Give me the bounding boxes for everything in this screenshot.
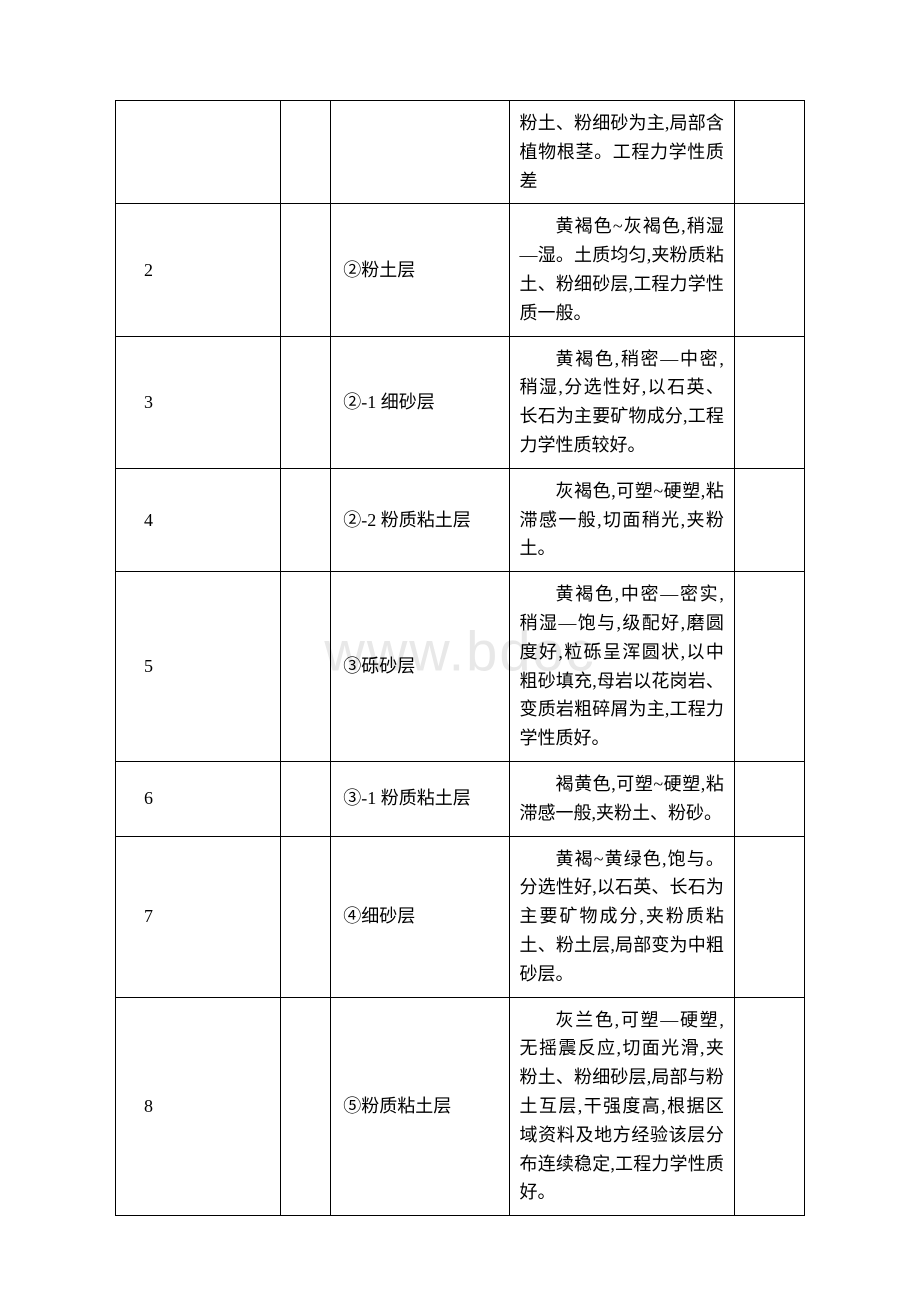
cell-seq: 4 bbox=[116, 468, 281, 571]
table-body: 粉土、粉细砂为主,局部含植物根茎。工程力学性质差 2 ②粉土层 黄褐色~灰褐色,… bbox=[116, 101, 805, 1216]
cell-layer: ④细砂层 bbox=[331, 836, 509, 997]
soil-layer-table: 粉土、粉细砂为主,局部含植物根茎。工程力学性质差 2 ②粉土层 黄褐色~灰褐色,… bbox=[115, 100, 805, 1216]
table-row: 2 ②粉土层 黄褐色~灰褐色,稍湿—湿。土质均匀,夹粉质粘土、粉细砂层,工程力学… bbox=[116, 204, 805, 336]
cell-empty bbox=[281, 336, 331, 468]
cell-desc: 黄褐色,稍密—中密,稍湿,分选性好,以石英、长石为主要矿物成分,工程力学性质较好… bbox=[509, 336, 734, 468]
cell-empty bbox=[734, 468, 804, 571]
cell-layer: ③砾砂层 bbox=[331, 572, 509, 762]
cell-empty bbox=[734, 336, 804, 468]
cell-empty bbox=[281, 101, 331, 204]
cell-layer bbox=[331, 101, 509, 204]
cell-seq bbox=[116, 101, 281, 204]
table-row: 4 ②-2 粉质粘土层 灰褐色,可塑~硬塑,粘滞感一般,切面稍光,夹粉土。 bbox=[116, 468, 805, 571]
table-row: 8 ⑤粉质粘土层 灰兰色,可塑—硬塑,无摇震反应,切面光滑,夹粉土、粉细砂层,局… bbox=[116, 997, 805, 1216]
cell-desc: 黄褐~黄绿色,饱与。分选性好,以石英、长石为主要矿物成分,夹粉质粘土、粉土层,局… bbox=[509, 836, 734, 997]
table-row: 6 ③-1 粉质粘土层 褐黄色,可塑~硬塑,粘滞感一般,夹粉土、粉砂。 bbox=[116, 761, 805, 836]
cell-layer: ③-1 粉质粘土层 bbox=[331, 761, 509, 836]
cell-layer: ⑤粉质粘土层 bbox=[331, 997, 509, 1216]
cell-empty bbox=[281, 468, 331, 571]
desc-text: 黄褐色~灰褐色,稍湿—湿。土质均匀,夹粉质粘土、粉细砂层,工程力学性质一般。 bbox=[520, 212, 724, 327]
cell-empty bbox=[281, 761, 331, 836]
table-row: 5 ③砾砂层 黄褐色,中密—密实,稍湿—饱与,级配好,磨圆度好,粒砾呈浑圆状,以… bbox=[116, 572, 805, 762]
cell-empty bbox=[734, 997, 804, 1216]
cell-desc: 黄褐色,中密—密实,稍湿—饱与,级配好,磨圆度好,粒砾呈浑圆状,以中粗砂填充,母… bbox=[509, 572, 734, 762]
table-row: 粉土、粉细砂为主,局部含植物根茎。工程力学性质差 bbox=[116, 101, 805, 204]
desc-text: 褐黄色,可塑~硬塑,粘滞感一般,夹粉土、粉砂。 bbox=[520, 770, 724, 828]
cell-empty bbox=[734, 101, 804, 204]
cell-seq: 5 bbox=[116, 572, 281, 762]
cell-desc: 粉土、粉细砂为主,局部含植物根茎。工程力学性质差 bbox=[509, 101, 734, 204]
cell-layer: ②粉土层 bbox=[331, 204, 509, 336]
cell-seq: 6 bbox=[116, 761, 281, 836]
cell-seq: 2 bbox=[116, 204, 281, 336]
cell-layer: ②-1 细砂层 bbox=[331, 336, 509, 468]
desc-text: 黄褐色,稍密—中密,稍湿,分选性好,以石英、长石为主要矿物成分,工程力学性质较好… bbox=[520, 345, 724, 460]
desc-text: 黄褐~黄绿色,饱与。分选性好,以石英、长石为主要矿物成分,夹粉质粘土、粉土层,局… bbox=[520, 845, 724, 989]
table-row: 3 ②-1 细砂层 黄褐色,稍密—中密,稍湿,分选性好,以石英、长石为主要矿物成… bbox=[116, 336, 805, 468]
cell-empty bbox=[281, 997, 331, 1216]
cell-desc: 黄褐色~灰褐色,稍湿—湿。土质均匀,夹粉质粘土、粉细砂层,工程力学性质一般。 bbox=[509, 204, 734, 336]
cell-seq: 3 bbox=[116, 336, 281, 468]
cell-seq: 7 bbox=[116, 836, 281, 997]
cell-empty bbox=[734, 204, 804, 336]
table-row: 7 ④细砂层 黄褐~黄绿色,饱与。分选性好,以石英、长石为主要矿物成分,夹粉质粘… bbox=[116, 836, 805, 997]
cell-desc: 褐黄色,可塑~硬塑,粘滞感一般,夹粉土、粉砂。 bbox=[509, 761, 734, 836]
desc-text: 灰兰色,可塑—硬塑,无摇震反应,切面光滑,夹粉土、粉细砂层,局部与粉土互层,干强… bbox=[520, 1006, 724, 1208]
cell-desc: 灰兰色,可塑—硬塑,无摇震反应,切面光滑,夹粉土、粉细砂层,局部与粉土互层,干强… bbox=[509, 997, 734, 1216]
cell-empty bbox=[734, 572, 804, 762]
cell-empty bbox=[281, 572, 331, 762]
cell-empty bbox=[734, 761, 804, 836]
cell-empty bbox=[281, 836, 331, 997]
cell-layer: ②-2 粉质粘土层 bbox=[331, 468, 509, 571]
desc-text: 灰褐色,可塑~硬塑,粘滞感一般,切面稍光,夹粉土。 bbox=[520, 477, 724, 563]
desc-text: 黄褐色,中密—密实,稍湿—饱与,级配好,磨圆度好,粒砾呈浑圆状,以中粗砂填充,母… bbox=[520, 580, 724, 753]
cell-empty bbox=[734, 836, 804, 997]
cell-empty bbox=[281, 204, 331, 336]
desc-text: 粉土、粉细砂为主,局部含植物根茎。工程力学性质差 bbox=[520, 109, 724, 195]
cell-desc: 灰褐色,可塑~硬塑,粘滞感一般,切面稍光,夹粉土。 bbox=[509, 468, 734, 571]
cell-seq: 8 bbox=[116, 997, 281, 1216]
